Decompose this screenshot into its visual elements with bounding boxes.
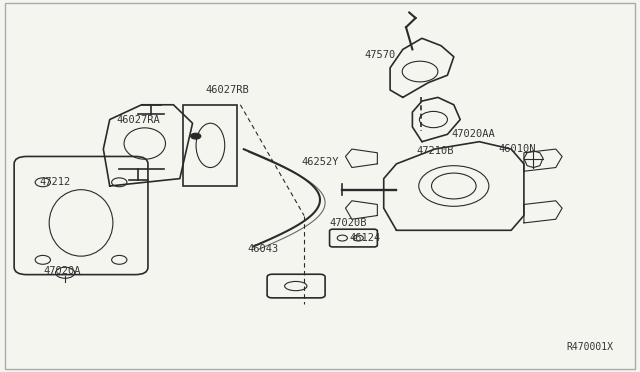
Text: 46252Y: 46252Y xyxy=(301,157,339,167)
Text: R470001X: R470001X xyxy=(566,342,613,352)
Text: 47570: 47570 xyxy=(365,50,396,60)
Text: 47020AA: 47020AA xyxy=(451,129,495,139)
Circle shape xyxy=(191,133,201,139)
Text: 46010N: 46010N xyxy=(499,144,536,154)
Text: 46124: 46124 xyxy=(349,233,380,243)
Text: 46043: 46043 xyxy=(247,244,278,254)
Text: 47210B: 47210B xyxy=(416,146,454,156)
Text: 46027RB: 46027RB xyxy=(205,85,250,95)
Text: 47212: 47212 xyxy=(40,177,71,187)
Text: 46027RA: 46027RA xyxy=(116,115,160,125)
Text: 47020B: 47020B xyxy=(330,218,367,228)
Text: 47020A: 47020A xyxy=(43,266,81,276)
